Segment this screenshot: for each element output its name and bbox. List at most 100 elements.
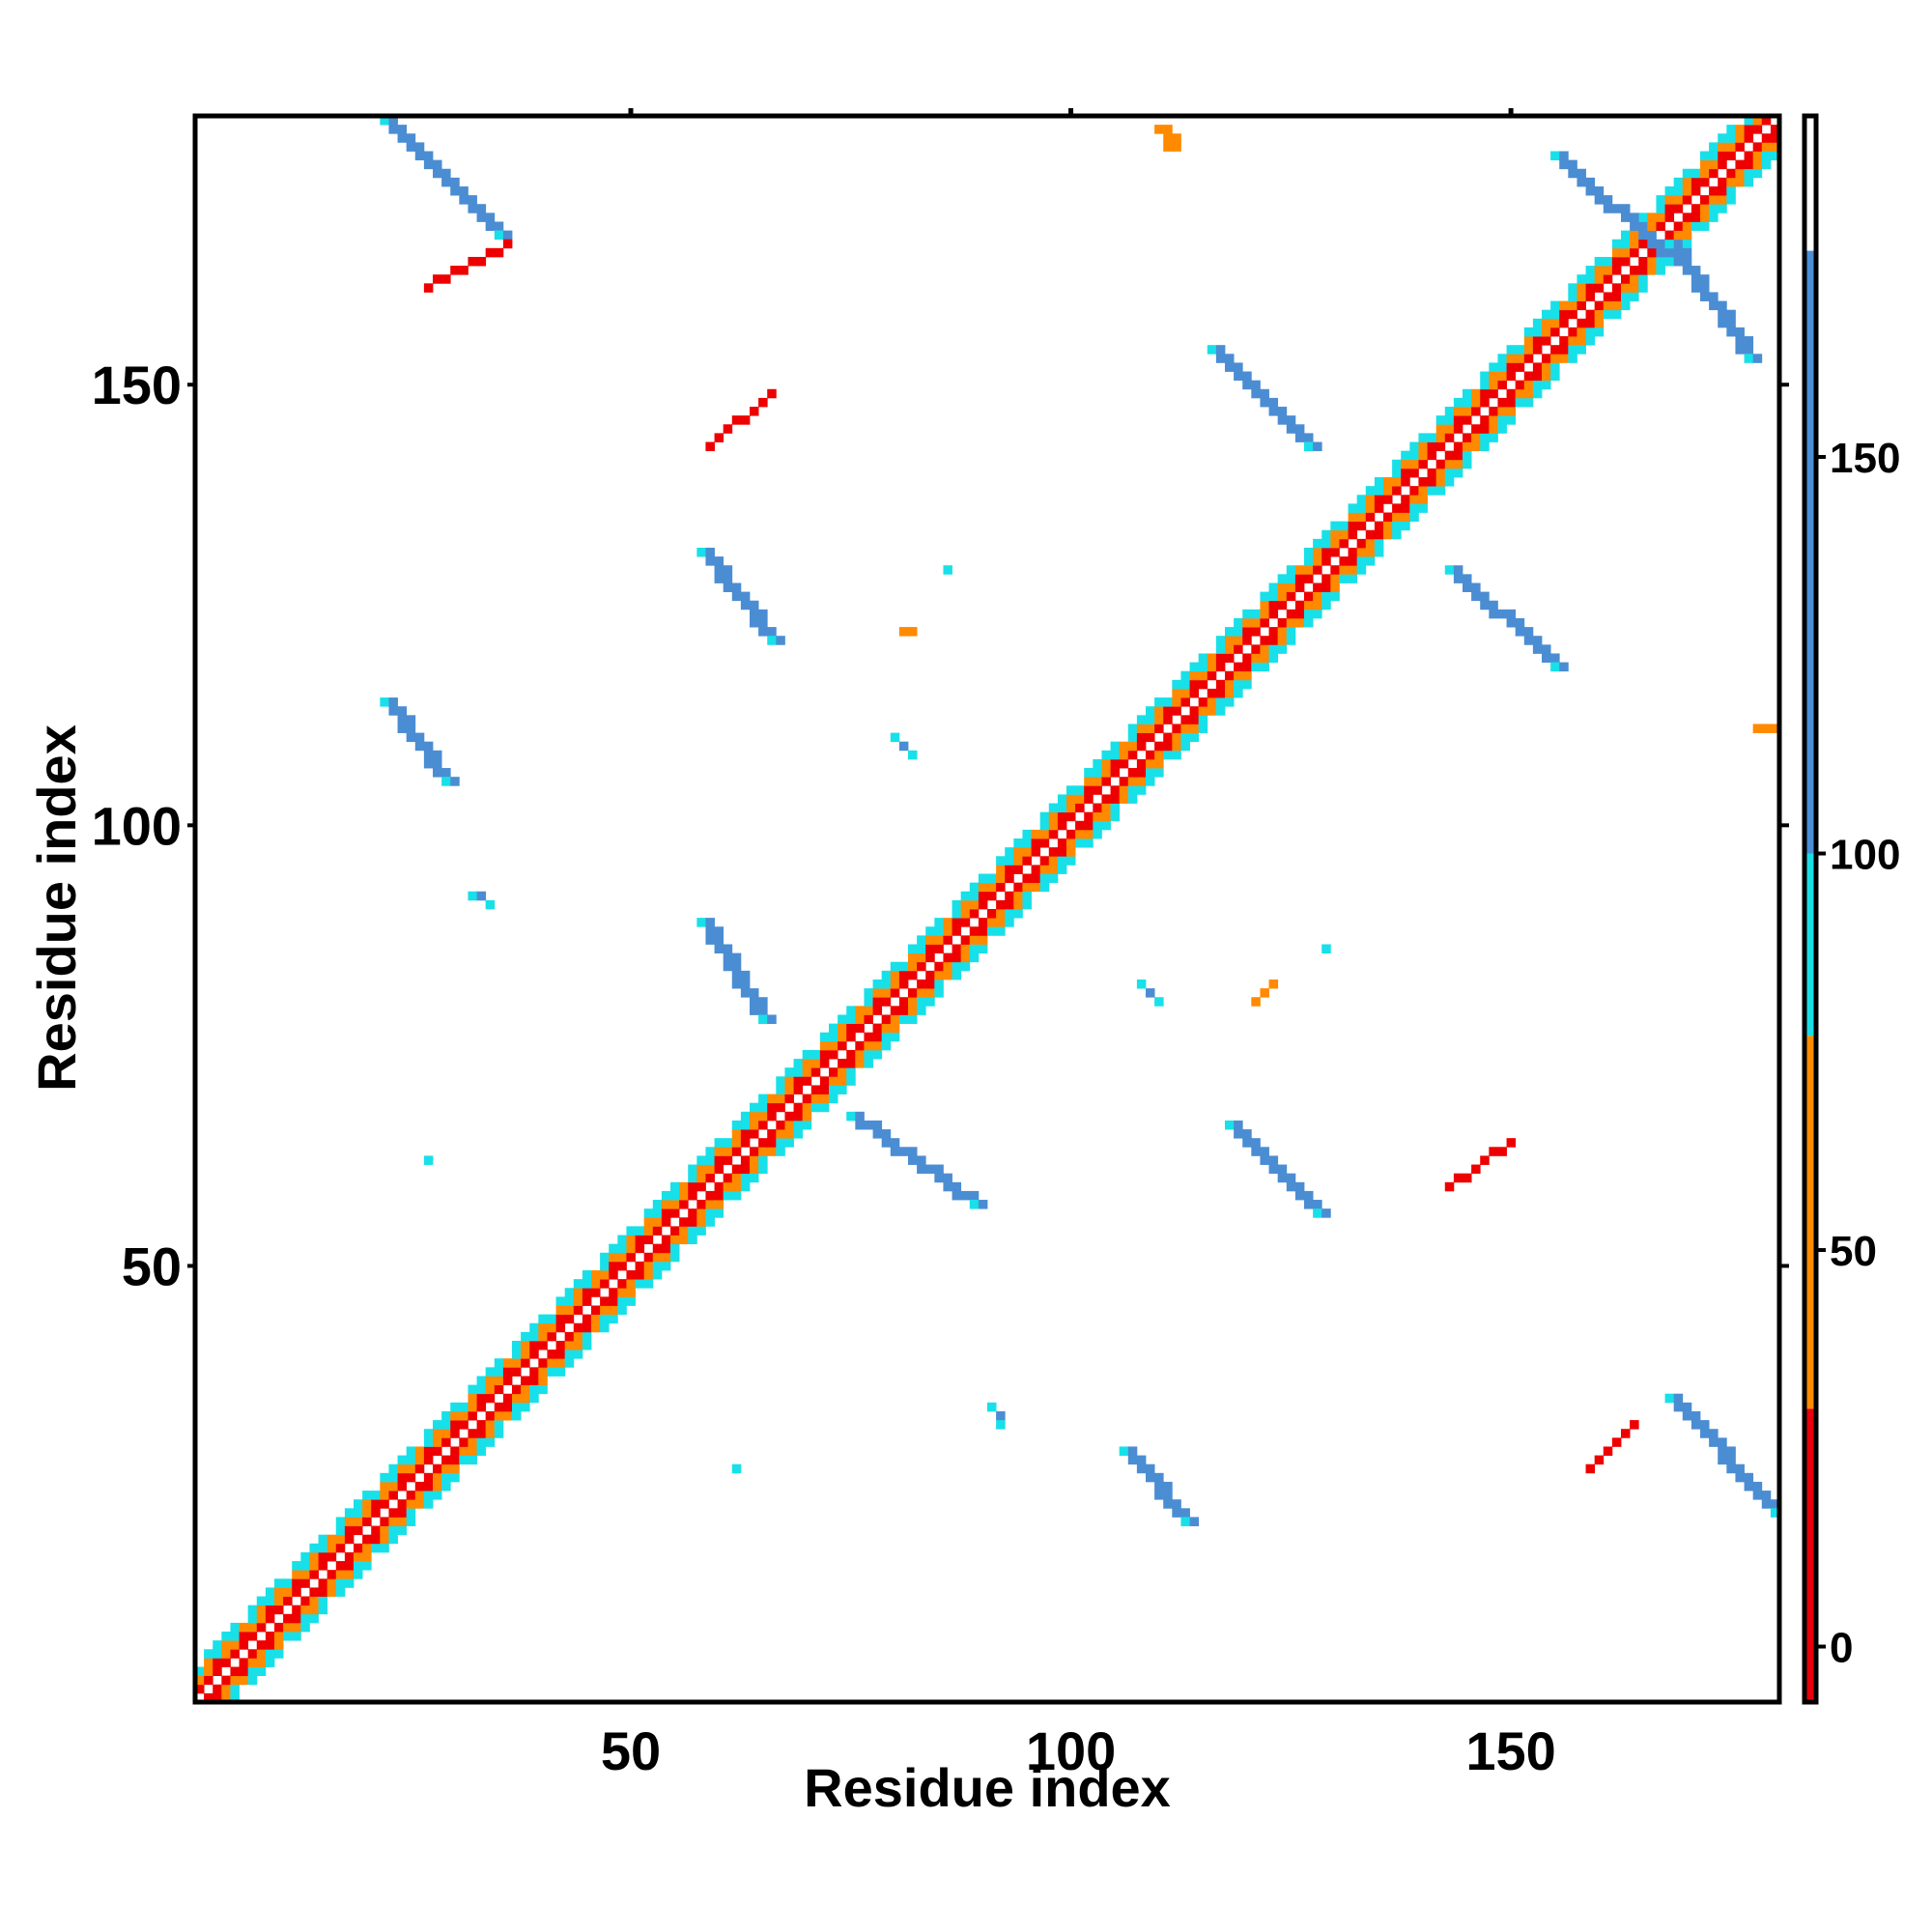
heatmap-cell [1039, 820, 1050, 831]
heatmap-cell [679, 1226, 689, 1236]
heatmap-cell [908, 1155, 918, 1165]
heatmap-cell [952, 926, 962, 936]
heatmap-cell [1735, 336, 1745, 346]
heatmap-cell [1761, 724, 1772, 733]
heatmap-cell [1453, 565, 1463, 575]
heatmap-cell [978, 1200, 988, 1209]
heatmap-cell [1374, 521, 1384, 531]
heatmap-cell [459, 266, 469, 275]
heatmap-cell [1709, 213, 1719, 222]
heatmap-cell [204, 1649, 213, 1659]
heatmap-cell [1066, 794, 1076, 804]
heatmap-cell [1630, 292, 1639, 301]
heatmap-cell [1718, 1455, 1727, 1465]
heatmap-cell [987, 909, 997, 919]
heatmap-cell [1101, 777, 1111, 786]
heatmap-cell [1427, 477, 1437, 487]
heatmap-cell [1471, 582, 1481, 592]
heatmap-cell [423, 1472, 434, 1483]
heatmap-cell [1700, 213, 1710, 222]
heatmap-cell [1294, 1181, 1305, 1192]
heatmap-cell [1180, 732, 1190, 743]
heatmap-cell [1718, 195, 1727, 205]
heatmap-cell [1700, 274, 1710, 284]
heatmap-cell [846, 1076, 856, 1086]
heatmap-cell [978, 918, 988, 927]
heatmap-cell [731, 415, 742, 425]
heatmap-cell [1101, 794, 1111, 804]
heatmap-cell [670, 1235, 680, 1245]
heatmap-cell [1401, 512, 1410, 523]
heatmap-cell [1673, 195, 1684, 205]
heatmap-cell [987, 1402, 997, 1412]
heatmap-cell [450, 1429, 460, 1438]
heatmap-cell [1172, 706, 1181, 716]
heatmap-cell [1577, 318, 1586, 328]
heatmap-cell [1075, 838, 1085, 848]
heatmap-cell [890, 979, 900, 989]
heatmap-cell [1189, 670, 1200, 681]
heatmap-cell [1638, 230, 1648, 241]
heatmap-cell [300, 1561, 310, 1571]
heatmap-cell [1497, 424, 1507, 434]
heatmap-cell [969, 899, 980, 910]
heatmap-cell [1330, 582, 1340, 592]
heatmap-cell [1409, 441, 1419, 452]
heatmap-cell [1735, 177, 1745, 187]
heatmap-cell [1550, 300, 1560, 311]
heatmap-cell [1339, 538, 1349, 549]
heatmap-cell [1515, 380, 1525, 390]
heatmap-cell [538, 1314, 548, 1324]
heatmap-cell [740, 1173, 751, 1183]
heatmap-cell [1532, 371, 1543, 382]
heatmap-cell [1656, 239, 1665, 249]
heatmap-cell [872, 1120, 883, 1130]
heatmap-cell [952, 918, 962, 927]
heatmap-cell [397, 1455, 408, 1465]
heatmap-cell [600, 1270, 610, 1280]
heatmap-cell [1515, 388, 1525, 399]
heatmap-cell [740, 1138, 751, 1148]
heatmap-cell [354, 1517, 363, 1526]
heatmap-cell [978, 891, 988, 901]
heatmap-cell [723, 1155, 733, 1165]
heatmap-cell [1656, 195, 1665, 205]
heatmap-cell [1127, 741, 1138, 752]
heatmap-cell [1251, 653, 1261, 663]
heatmap-cell [626, 1235, 636, 1245]
heatmap-cell [1075, 803, 1085, 813]
heatmap-cell [1093, 811, 1102, 822]
heatmap-cell [1110, 794, 1121, 804]
heatmap-cell [917, 935, 926, 945]
heatmap-cell [1154, 706, 1164, 716]
heatmap-cell [1013, 838, 1023, 848]
heatmap-cell [1444, 1181, 1455, 1192]
heatmap-cell [1215, 653, 1226, 663]
heatmap-cell [502, 230, 513, 241]
heatmap-cell [1621, 1429, 1631, 1438]
heatmap-cell [1136, 1455, 1147, 1465]
heatmap-cell [978, 935, 988, 945]
heatmap-cell [952, 952, 962, 963]
heatmap-cell [925, 988, 935, 998]
heatmap-cell [414, 1481, 425, 1492]
heatmap-cell [1110, 768, 1121, 778]
heatmap-cell [1048, 811, 1059, 822]
heatmap-cell [810, 1085, 821, 1094]
heatmap-cell [423, 1481, 434, 1492]
heatmap-cell [494, 1358, 504, 1368]
heatmap-cell [1585, 177, 1596, 187]
heatmap-cell [758, 1164, 768, 1175]
colorbar-band [1804, 1408, 1816, 1702]
heatmap-cell [1365, 512, 1376, 523]
heatmap-cell [573, 1288, 583, 1297]
heatmap-cell [758, 397, 768, 408]
heatmap-cell [1444, 407, 1455, 416]
heatmap-cell [1726, 133, 1736, 143]
heatmap-cell [406, 1508, 416, 1518]
heatmap-cell [300, 1578, 310, 1588]
heatmap-cell [1268, 407, 1279, 416]
heatmap-cell [1435, 433, 1446, 442]
heatmap-cell [793, 1085, 804, 1094]
heatmap-cell [1577, 327, 1586, 337]
